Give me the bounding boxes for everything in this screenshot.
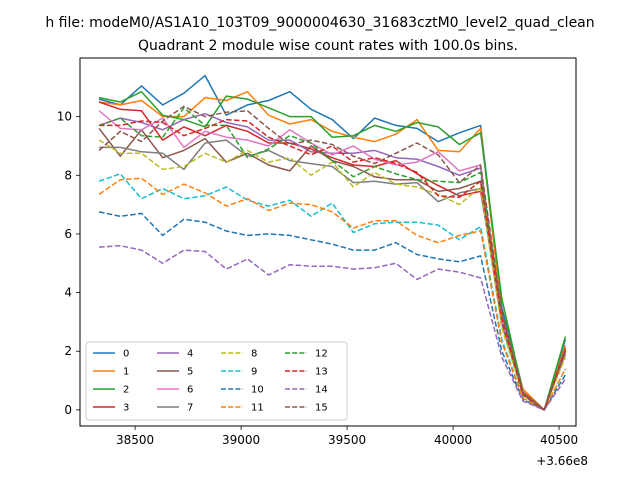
legend-label-1: 1 (123, 367, 129, 378)
legend-label-13: 13 (315, 367, 328, 378)
x-tick-label: 40000 (434, 433, 472, 447)
series-line-11 (98, 177, 567, 411)
legend-label-3: 3 (123, 403, 129, 414)
y-tick-label: 2 (64, 344, 72, 358)
y-tick-label: 8 (64, 168, 72, 182)
legend-label-4: 4 (187, 349, 193, 360)
legend-label-5: 5 (187, 367, 193, 378)
legend-label-6: 6 (187, 385, 193, 396)
series-line-15 (98, 105, 567, 411)
legend-label-7: 7 (187, 403, 193, 414)
y-axis: 0 2 4 6 8 10 (57, 110, 80, 417)
series-line-13 (99, 118, 567, 411)
legend-box (85, 341, 348, 421)
series-line-10 (98, 211, 567, 411)
legend-label-14: 14 (315, 385, 328, 396)
series-line-8 (98, 139, 567, 411)
x-axis: 38500 39000 39500 40000 40500 (116, 426, 578, 447)
x-tick-label: 39500 (328, 433, 366, 447)
chart-title: Quadrant 2 module wise count rates with … (138, 38, 518, 54)
legend-label-11: 11 (251, 403, 264, 414)
x-offset-label: +3.66e8 (536, 454, 588, 468)
plot-lines (98, 74, 567, 411)
y-tick-label: 4 (64, 286, 72, 300)
series-line-7 (99, 139, 567, 411)
legend-label-15: 15 (315, 403, 328, 414)
legend-label-9: 9 (251, 367, 257, 378)
series-line-14 (99, 244, 567, 411)
x-tick-label: 38500 (116, 433, 154, 447)
x-tick-label: 39000 (222, 433, 260, 447)
legend-label-2: 2 (123, 385, 129, 396)
legend-label-0: 0 (123, 349, 129, 360)
legend-label-12: 12 (315, 349, 328, 360)
y-tick-label: 10 (57, 110, 72, 124)
series-line-12 (98, 107, 567, 411)
y-tick-label: 0 (64, 403, 72, 417)
axes-frame (79, 57, 577, 427)
figure-suptitle: h file: modeM0/AS1A10_103T09_9000004630_… (45, 15, 594, 31)
legend-label-10: 10 (251, 385, 264, 396)
y-tick-label: 6 (64, 227, 72, 241)
legend-label-8: 8 (251, 349, 257, 360)
x-tick-label: 40500 (540, 433, 578, 447)
